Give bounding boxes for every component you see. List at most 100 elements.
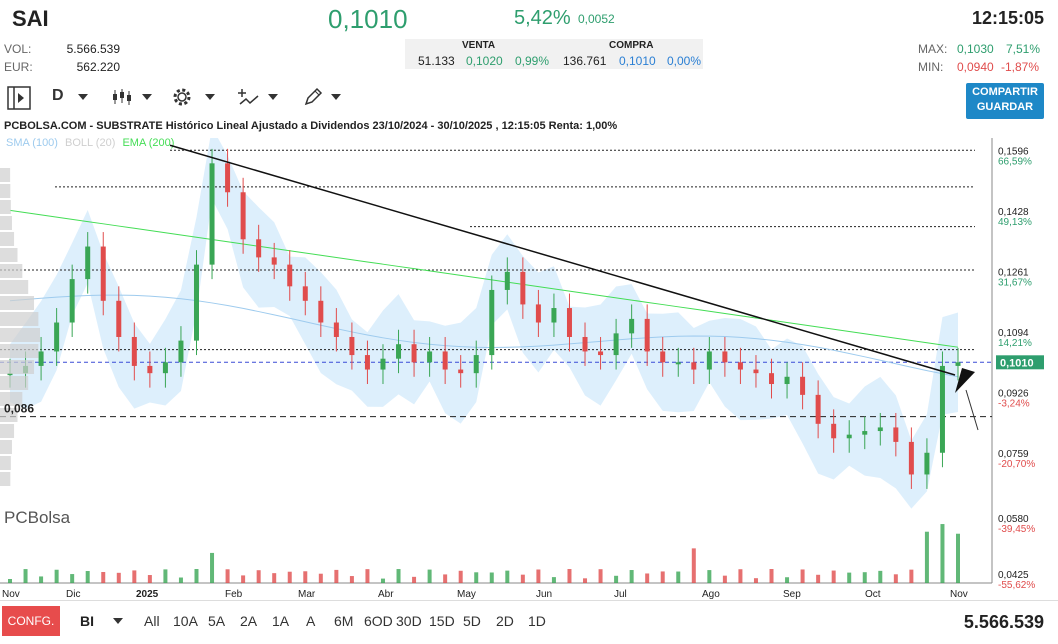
- candle-body: [147, 365, 153, 374]
- draw-pencil-icon[interactable]: [303, 87, 323, 107]
- volume-bar: [753, 578, 758, 583]
- volume-profile-bar: [0, 376, 29, 390]
- x-tick-label: May: [457, 589, 476, 600]
- chevron-down-icon[interactable]: [268, 94, 278, 100]
- volume-bar: [909, 569, 914, 583]
- volume-bar: [241, 575, 246, 583]
- candle-body: [691, 362, 697, 370]
- range-button-all[interactable]: All: [144, 613, 160, 629]
- range-button-6m[interactable]: 6M: [334, 613, 354, 629]
- volume-bar: [583, 578, 588, 583]
- chart-toolbar: D: [0, 82, 1058, 116]
- candle-body: [520, 271, 526, 305]
- candle-body: [613, 333, 619, 356]
- volume-bar: [536, 569, 541, 583]
- volume-bar: [458, 570, 463, 583]
- volume-bar: [831, 570, 836, 583]
- chevron-down-icon[interactable]: [78, 94, 88, 100]
- indicators-icon[interactable]: [238, 87, 260, 107]
- x-tick-label: Abr: [378, 589, 394, 600]
- last-price: 0,1010: [328, 4, 408, 34]
- sidebar-toggle-icon[interactable]: [6, 85, 32, 111]
- config-button[interactable]: CONFG.: [2, 606, 60, 636]
- volume-bar: [163, 569, 168, 583]
- volume-bar: [956, 533, 960, 583]
- y-tick-percent: -55,62%: [998, 580, 1035, 591]
- trend-line: [169, 144, 956, 376]
- bollinger-band: [10, 138, 958, 509]
- range-button-30d[interactable]: 30D: [396, 613, 422, 629]
- range-button-15d[interactable]: 15D: [429, 613, 455, 629]
- candle-body: [100, 246, 106, 301]
- chevron-down-icon[interactable]: [142, 94, 152, 100]
- x-tick-label: Sep: [783, 589, 801, 600]
- candle-body: [69, 279, 75, 323]
- candle-body: [162, 362, 168, 374]
- range-button-5d[interactable]: 5D: [463, 613, 481, 629]
- volume-bar: [39, 576, 44, 583]
- range-button-1a[interactable]: 1A: [272, 613, 290, 629]
- y-tick-label: 0,0580: [998, 514, 1029, 525]
- x-tick-label: Nov: [950, 589, 968, 600]
- ema-line: [9, 209, 959, 348]
- candle-body: [629, 318, 635, 334]
- volume-bar: [474, 572, 479, 583]
- volume-bar: [256, 570, 261, 583]
- volume-profile-bar: [0, 264, 23, 278]
- chevron-down-icon[interactable]: [205, 94, 215, 100]
- volume-bar: [645, 573, 650, 583]
- candle-body: [908, 441, 914, 475]
- chevron-down-icon[interactable]: [331, 94, 341, 100]
- min-value: 0,0940: [957, 60, 994, 74]
- max-label: MAX:: [918, 42, 948, 56]
- chart-title: PCBOLSA.COM - SUBSTRATE Histórico Lineal…: [4, 120, 618, 132]
- range-button-5a[interactable]: 5A: [208, 613, 226, 629]
- share-save-button[interactable]: COMPARTIR GUARDAR: [966, 83, 1044, 119]
- y-tick-percent: 49,13%: [998, 217, 1032, 228]
- max-percent: 7,51%: [1006, 42, 1041, 56]
- candle-body: [660, 351, 666, 363]
- volume-bar: [101, 572, 106, 583]
- order-book-panel: [405, 39, 703, 69]
- period-selector[interactable]: D: [52, 87, 64, 104]
- candle-body: [271, 257, 277, 265]
- venta-price: 0,1020: [466, 54, 503, 68]
- watermark-logo: PCBolsa: [4, 508, 71, 527]
- candle-body: [473, 355, 479, 374]
- chevron-down-icon[interactable]: [113, 618, 123, 624]
- range-button-6od[interactable]: 6OD: [364, 613, 393, 629]
- quote-time: 12:15:05: [971, 8, 1044, 28]
- range-button-10a[interactable]: 10A: [173, 613, 198, 629]
- candle-body: [240, 192, 246, 240]
- bi-selector[interactable]: BI: [80, 613, 94, 629]
- compra-price: 0,1010: [619, 54, 656, 68]
- candle-body: [193, 264, 199, 341]
- candle-body: [598, 351, 604, 356]
- candle-body: [380, 358, 386, 370]
- volume-profile-bar: [0, 408, 18, 422]
- volume-profile-bar: [0, 328, 40, 342]
- range-button-2d[interactable]: 2D: [496, 613, 514, 629]
- volume-bar: [520, 574, 525, 583]
- candle-body: [116, 300, 122, 337]
- volume-bar: [691, 548, 696, 583]
- candlestick-icon[interactable]: [112, 88, 132, 106]
- candle-body: [800, 376, 806, 395]
- range-button-a[interactable]: A: [306, 613, 316, 629]
- range-button-1d[interactable]: 1D: [528, 613, 546, 629]
- candle-body: [831, 423, 837, 439]
- share-label: COMPARTIR: [972, 86, 1038, 98]
- gear-icon[interactable]: [171, 86, 193, 108]
- range-button-2a[interactable]: 2A: [240, 613, 258, 629]
- candle-body: [85, 246, 91, 280]
- x-tick-label: Nov: [2, 589, 20, 600]
- volume-bar: [505, 570, 510, 583]
- candle-body: [877, 427, 883, 432]
- candle-body: [225, 163, 231, 193]
- candle-body: [644, 318, 650, 352]
- volume-bar: [816, 574, 821, 583]
- candle-body: [722, 351, 728, 363]
- volume-profile-bar: [0, 248, 18, 262]
- venta-pct: 0,99%: [515, 54, 550, 68]
